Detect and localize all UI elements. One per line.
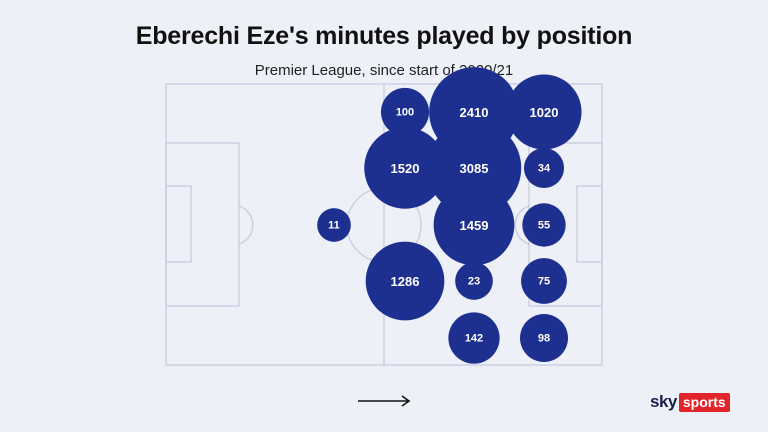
- right-six-yard-box: [576, 185, 603, 263]
- position-bubble: 98: [520, 314, 568, 362]
- position-bubble: 55: [522, 203, 566, 247]
- bubble-label: 1459: [460, 218, 489, 233]
- logo-sports-text: sports: [678, 392, 730, 412]
- position-bubble: 11: [317, 208, 351, 242]
- bubble-circle: [521, 258, 567, 304]
- left-penalty-arc: [238, 205, 254, 245]
- position-bubble: 23: [455, 262, 493, 300]
- arrow-right-icon: [358, 395, 411, 407]
- position-bubble: 142: [448, 312, 500, 364]
- bubble-circle: [448, 312, 500, 364]
- bubble-label: 100: [396, 107, 414, 119]
- chart-title: Eberechi Eze's minutes played by positio…: [135, 22, 633, 50]
- bubble-circle: [522, 203, 566, 247]
- position-bubble: 100: [380, 87, 430, 137]
- bubble-circle: [317, 208, 351, 242]
- bubble-label: 1020: [530, 105, 559, 120]
- position-bubble: 1459: [433, 184, 515, 266]
- bubble-circle: [426, 120, 522, 216]
- bubble-label: 11: [328, 220, 340, 232]
- bubble-label: 34: [538, 163, 551, 175]
- bubble-label: 2410: [460, 105, 489, 120]
- bubble-label: 23: [468, 276, 480, 288]
- chart-subtitle: Premier League, since start of 2020/21: [254, 62, 514, 79]
- position-bubble: 3085: [426, 120, 522, 216]
- position-bubble: 75: [521, 258, 567, 304]
- bubble-label: 3085: [460, 161, 489, 176]
- bubble-label: 1286: [391, 274, 420, 289]
- bubble-circle: [455, 262, 493, 300]
- bubble-circle: [365, 241, 445, 321]
- bubble-circle: [433, 184, 515, 266]
- bubble-circle: [523, 147, 565, 189]
- left-six-yard-box: [165, 185, 192, 263]
- bubble-circle: [520, 314, 568, 362]
- position-bubble: 1286: [365, 241, 445, 321]
- position-bubble: 1520: [364, 127, 446, 209]
- left-penalty-box: [165, 142, 240, 307]
- bubble-circle: [380, 87, 430, 137]
- position-bubble: 1020: [506, 74, 582, 150]
- bubble-label: 98: [538, 333, 550, 345]
- bubble-label: 55: [538, 220, 550, 232]
- sky-sports-logo: sky sports: [650, 391, 730, 413]
- right-penalty-arc: [514, 205, 530, 245]
- bubble-label: 75: [538, 276, 550, 288]
- bubble-circle: [364, 127, 446, 209]
- bubble-circle: [506, 74, 582, 150]
- logo-sky-text: sky: [650, 392, 677, 411]
- position-bubble: 34: [523, 147, 565, 189]
- bubble-label: 142: [465, 333, 483, 345]
- pitch-markings: [165, 83, 603, 366]
- bubble-label: 1520: [391, 161, 420, 176]
- position-bubbles: 100 2410 1020 1520 3085 34 11 1459 55 1286 23 75 142…: [317, 67, 582, 364]
